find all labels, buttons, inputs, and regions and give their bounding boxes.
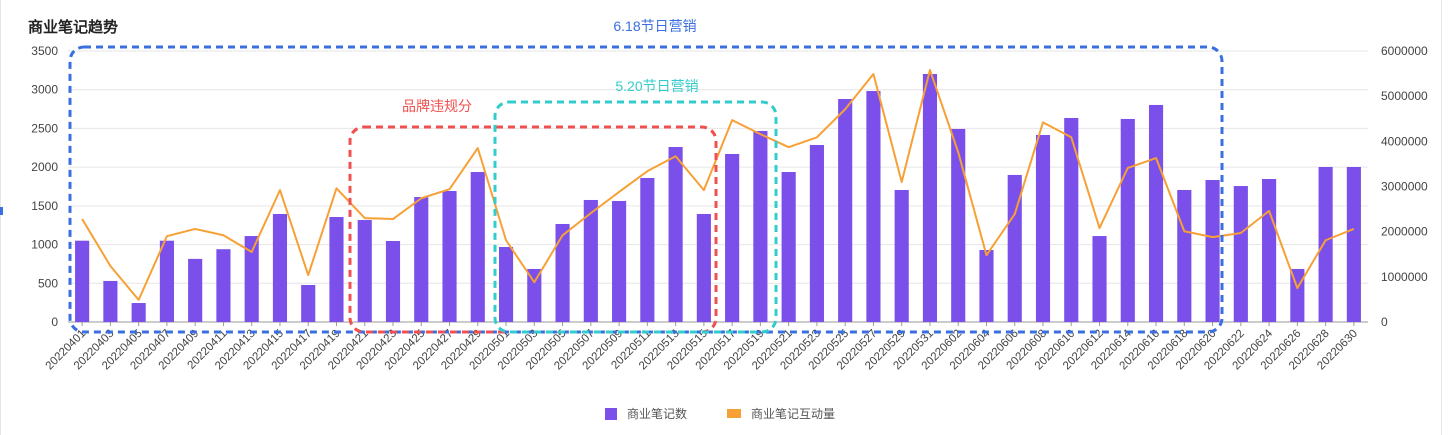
- bar: [1205, 179, 1220, 322]
- bar: [809, 144, 824, 322]
- y-right-tick-label: 0: [1381, 315, 1388, 329]
- legend-item-line[interactable]: 商业笔记互动量: [727, 405, 835, 422]
- bar: [244, 236, 259, 322]
- bar: [979, 249, 994, 322]
- annotation-box: [493, 100, 778, 334]
- bar: [216, 249, 231, 322]
- bar: [1148, 104, 1164, 322]
- bar: [188, 258, 203, 322]
- y-left-tick-label: 3500: [31, 44, 58, 58]
- bar: [668, 147, 683, 322]
- legend-swatch-bar: [604, 407, 617, 420]
- bar: [1318, 166, 1333, 322]
- bar: [951, 128, 966, 322]
- bar: [894, 189, 909, 322]
- annotation-box: [348, 125, 718, 334]
- bar: [640, 177, 655, 322]
- y-left-tick-label: 0: [51, 315, 58, 329]
- bar: [527, 268, 542, 322]
- y-left-tick-label: 2000: [31, 160, 58, 174]
- bar: [357, 220, 372, 322]
- y-left-tick-label: 500: [38, 276, 58, 290]
- y-left-tick-label: 2500: [31, 121, 58, 135]
- side-marker: [0, 207, 3, 215]
- y-left-tick-label: 1000: [31, 238, 58, 252]
- bar: [1120, 118, 1135, 322]
- bar: [131, 303, 146, 322]
- bar: [555, 223, 570, 322]
- bar: [753, 130, 768, 322]
- bar: [1346, 166, 1361, 322]
- y-right-tick-label: 4000000: [1381, 134, 1428, 148]
- annotation-label: 6.18节日营销: [613, 18, 696, 34]
- bar: [103, 280, 118, 322]
- bar: [75, 240, 90, 322]
- y-right-tick-label: 2000000: [1381, 225, 1428, 239]
- y-left-tick-label: 3000: [31, 83, 58, 97]
- bar: [781, 172, 796, 322]
- bar: [498, 246, 514, 322]
- bar: [583, 199, 598, 322]
- bar: [470, 172, 485, 322]
- y-right-tick-label: 6000000: [1381, 44, 1428, 58]
- bar: [1007, 174, 1022, 322]
- bar: [1177, 189, 1192, 322]
- bar: [272, 213, 288, 322]
- legend-label-bar: 商业笔记数: [626, 407, 687, 421]
- bar: [414, 197, 429, 322]
- legend-swatch-line: [727, 409, 741, 418]
- bar: [1035, 135, 1051, 322]
- bar: [159, 240, 174, 322]
- chart-title: 商业笔记趋势: [28, 19, 119, 36]
- bar: [301, 284, 316, 322]
- bar: [866, 91, 881, 322]
- y-right-tick-label: 1000000: [1381, 270, 1428, 284]
- bar: [1233, 186, 1248, 322]
- bar: [1064, 117, 1079, 323]
- series-line: [81, 68, 1355, 301]
- y-right-tick-label: 5000000: [1381, 89, 1428, 103]
- bar: [696, 213, 711, 322]
- y-left-tick-label: 1500: [31, 199, 58, 213]
- legend: 商业笔记数 商业笔记互动量: [0, 405, 1440, 422]
- y-right-tick-label: 3000000: [1381, 180, 1428, 194]
- legend-item-bar[interactable]: 商业笔记数: [604, 405, 687, 422]
- bar: [838, 99, 853, 323]
- legend-label-line: 商业笔记互动量: [751, 407, 836, 421]
- bar: [329, 217, 344, 322]
- bar: [612, 200, 627, 322]
- annotation-label: 品牌违规分: [402, 98, 472, 114]
- bar: [1092, 236, 1107, 322]
- annotation-label: 5.20节日营销: [615, 78, 698, 94]
- bar: [725, 153, 740, 322]
- bar: [922, 73, 938, 323]
- bar: [385, 241, 401, 322]
- bar: [1262, 178, 1277, 322]
- bar: [442, 190, 457, 322]
